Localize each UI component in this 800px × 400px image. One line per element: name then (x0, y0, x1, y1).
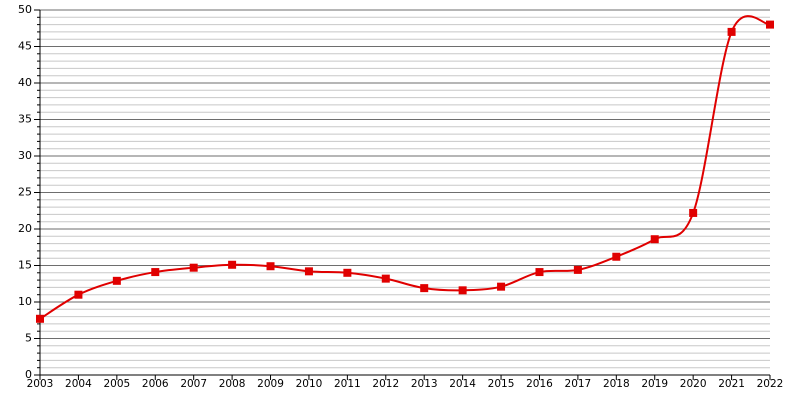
marker (420, 284, 429, 293)
x-tick-label: 2009 (257, 378, 284, 390)
marker (535, 268, 544, 277)
x-tick-label: 2012 (372, 378, 399, 390)
x-tick-label: 2022 (757, 378, 784, 390)
marker (228, 260, 237, 269)
marker (573, 265, 582, 274)
marker (151, 268, 160, 277)
x-tick-label: 2005 (103, 378, 130, 390)
marker (727, 27, 736, 36)
x-tick-label: 2013 (411, 378, 438, 390)
y-tick-label: 40 (18, 76, 32, 89)
y-tick-label: 25 (18, 186, 32, 199)
x-tick-label: 2008 (219, 378, 246, 390)
x-tick-label: 2015 (488, 378, 515, 390)
marker (112, 276, 121, 285)
y-tick-label: 20 (18, 222, 32, 235)
marker (458, 286, 467, 295)
y-tick-label: 0 (25, 368, 32, 381)
x-tick-label: 2014 (449, 378, 476, 390)
y-tick-label: 50 (18, 3, 32, 16)
x-tick-label: 2016 (526, 378, 553, 390)
x-tick-label: 2004 (65, 378, 92, 390)
marker (381, 274, 390, 283)
x-tick-label: 2011 (334, 378, 361, 390)
marker (266, 262, 275, 271)
x-tick-label: 2007 (180, 378, 207, 390)
marker (189, 263, 198, 272)
marker (343, 268, 352, 277)
y-tick-label: 45 (18, 40, 32, 53)
x-tick-label: 2006 (142, 378, 169, 390)
marker (612, 252, 621, 261)
y-tick-label: 30 (18, 149, 32, 162)
x-tick-label: 2020 (680, 378, 707, 390)
y-tick-label: 35 (18, 113, 32, 126)
x-tick-label: 2021 (718, 378, 745, 390)
marker (74, 290, 83, 299)
x-tick-label: 2018 (603, 378, 630, 390)
marker (497, 282, 506, 291)
y-tick-label: 10 (18, 295, 32, 308)
x-tick-label: 2010 (296, 378, 323, 390)
y-tick-label: 15 (18, 259, 32, 272)
x-tick-label: 2019 (641, 378, 668, 390)
x-tick-label: 2017 (565, 378, 592, 390)
x-tick-label: 2003 (27, 378, 54, 390)
marker (766, 20, 774, 29)
marker (689, 208, 698, 217)
marker (36, 314, 44, 323)
y-tick-label: 5 (25, 332, 32, 345)
marker (304, 267, 313, 276)
marker (650, 235, 659, 244)
